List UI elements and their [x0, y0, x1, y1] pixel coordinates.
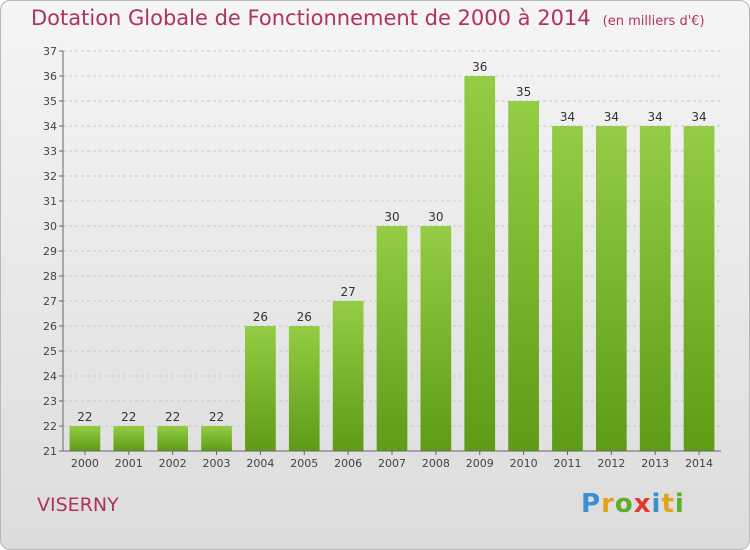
x-tick-label: 2011 [553, 457, 581, 470]
data-label: 34 [691, 110, 706, 124]
y-tick-label: 24 [43, 370, 57, 383]
y-tick-label: 31 [43, 195, 57, 208]
data-label: 36 [472, 60, 487, 74]
y-tick-label: 28 [43, 270, 57, 283]
bar [464, 76, 496, 451]
bar [288, 326, 320, 451]
data-label: 26 [253, 310, 268, 324]
x-tick-label: 2002 [159, 457, 187, 470]
y-tick-label: 23 [43, 395, 57, 408]
bar [201, 426, 232, 451]
bar [639, 126, 671, 451]
y-tick-label: 34 [43, 120, 57, 133]
data-label: 30 [384, 210, 399, 224]
bar [113, 426, 145, 451]
bar [683, 126, 715, 451]
data-label: 22 [121, 410, 136, 424]
bar [376, 226, 408, 451]
bar [552, 126, 583, 451]
y-tick-label: 32 [43, 170, 57, 183]
y-tick-label: 27 [43, 295, 57, 308]
brand-logo: Proxiti [581, 489, 685, 519]
bar [332, 301, 364, 451]
x-tick-label: 2006 [334, 457, 362, 470]
brand-letter: r [601, 489, 615, 519]
x-tick-label: 2008 [422, 457, 450, 470]
y-tick-label: 22 [43, 420, 57, 433]
data-label: 22 [209, 410, 224, 424]
x-tick-label: 2009 [466, 457, 494, 470]
x-tick-label: 2000 [71, 457, 99, 470]
bars [69, 76, 715, 451]
x-tick-label: 2001 [115, 457, 143, 470]
data-label: 27 [340, 285, 355, 299]
data-label: 34 [648, 110, 663, 124]
data-label: 30 [428, 210, 443, 224]
data-label: 26 [297, 310, 312, 324]
x-axis: 2000 2001 2002 2003 2004 2005 2006 2007 2008 2009… [63, 450, 721, 470]
brand-letter: o [614, 489, 634, 519]
data-labels: 22 22 22 22 26 26 27 30 30 36 35 34 34 34 34 [77, 60, 706, 424]
x-tick-label: 2003 [203, 457, 231, 470]
bar [157, 426, 189, 451]
y-tick-label: 35 [43, 95, 57, 108]
y-tick-label: 36 [43, 70, 57, 83]
y-axis: 21 22 23 24 25 26 27 28 29 30 31 32 33 34 35 36 37 [43, 45, 64, 458]
brand-letter: i [651, 489, 662, 519]
x-tick-label: 2004 [246, 457, 274, 470]
brand-letter: t [661, 489, 675, 519]
bar [69, 426, 101, 451]
y-tick-label: 30 [43, 220, 57, 233]
chart-title-text: Dotation Globale de Fonctionnement de 20… [31, 6, 591, 30]
x-tick-label: 2012 [597, 457, 625, 470]
chart-subtitle: (en milliers d'€) [602, 14, 705, 29]
brand-letter: P [581, 489, 602, 519]
x-tick-label: 2005 [290, 457, 318, 470]
x-tick-label: 2013 [641, 457, 669, 470]
data-label: 34 [604, 110, 619, 124]
y-tick-label: 33 [43, 145, 57, 158]
x-tick-label: 2007 [378, 457, 406, 470]
y-tick-label: 37 [43, 45, 57, 58]
bar [508, 101, 539, 451]
commune-name: VISERNY [37, 494, 119, 516]
brand-letter: i [674, 489, 685, 519]
x-tick-label: 2014 [685, 457, 713, 470]
y-tick-label: 26 [43, 320, 57, 333]
y-tick-label: 29 [43, 245, 57, 258]
bar [420, 226, 452, 451]
brand-letter: x [633, 489, 652, 519]
bar [595, 126, 627, 451]
data-label: 22 [165, 410, 180, 424]
x-tick-label: 2010 [510, 457, 538, 470]
y-tick-label: 21 [43, 445, 57, 458]
data-label: 22 [77, 410, 92, 424]
data-label: 35 [516, 85, 531, 99]
chart-title: Dotation Globale de Fonctionnement de 20… [31, 6, 705, 30]
bar [245, 326, 276, 451]
data-label: 34 [560, 110, 575, 124]
y-tick-label: 25 [43, 345, 57, 358]
